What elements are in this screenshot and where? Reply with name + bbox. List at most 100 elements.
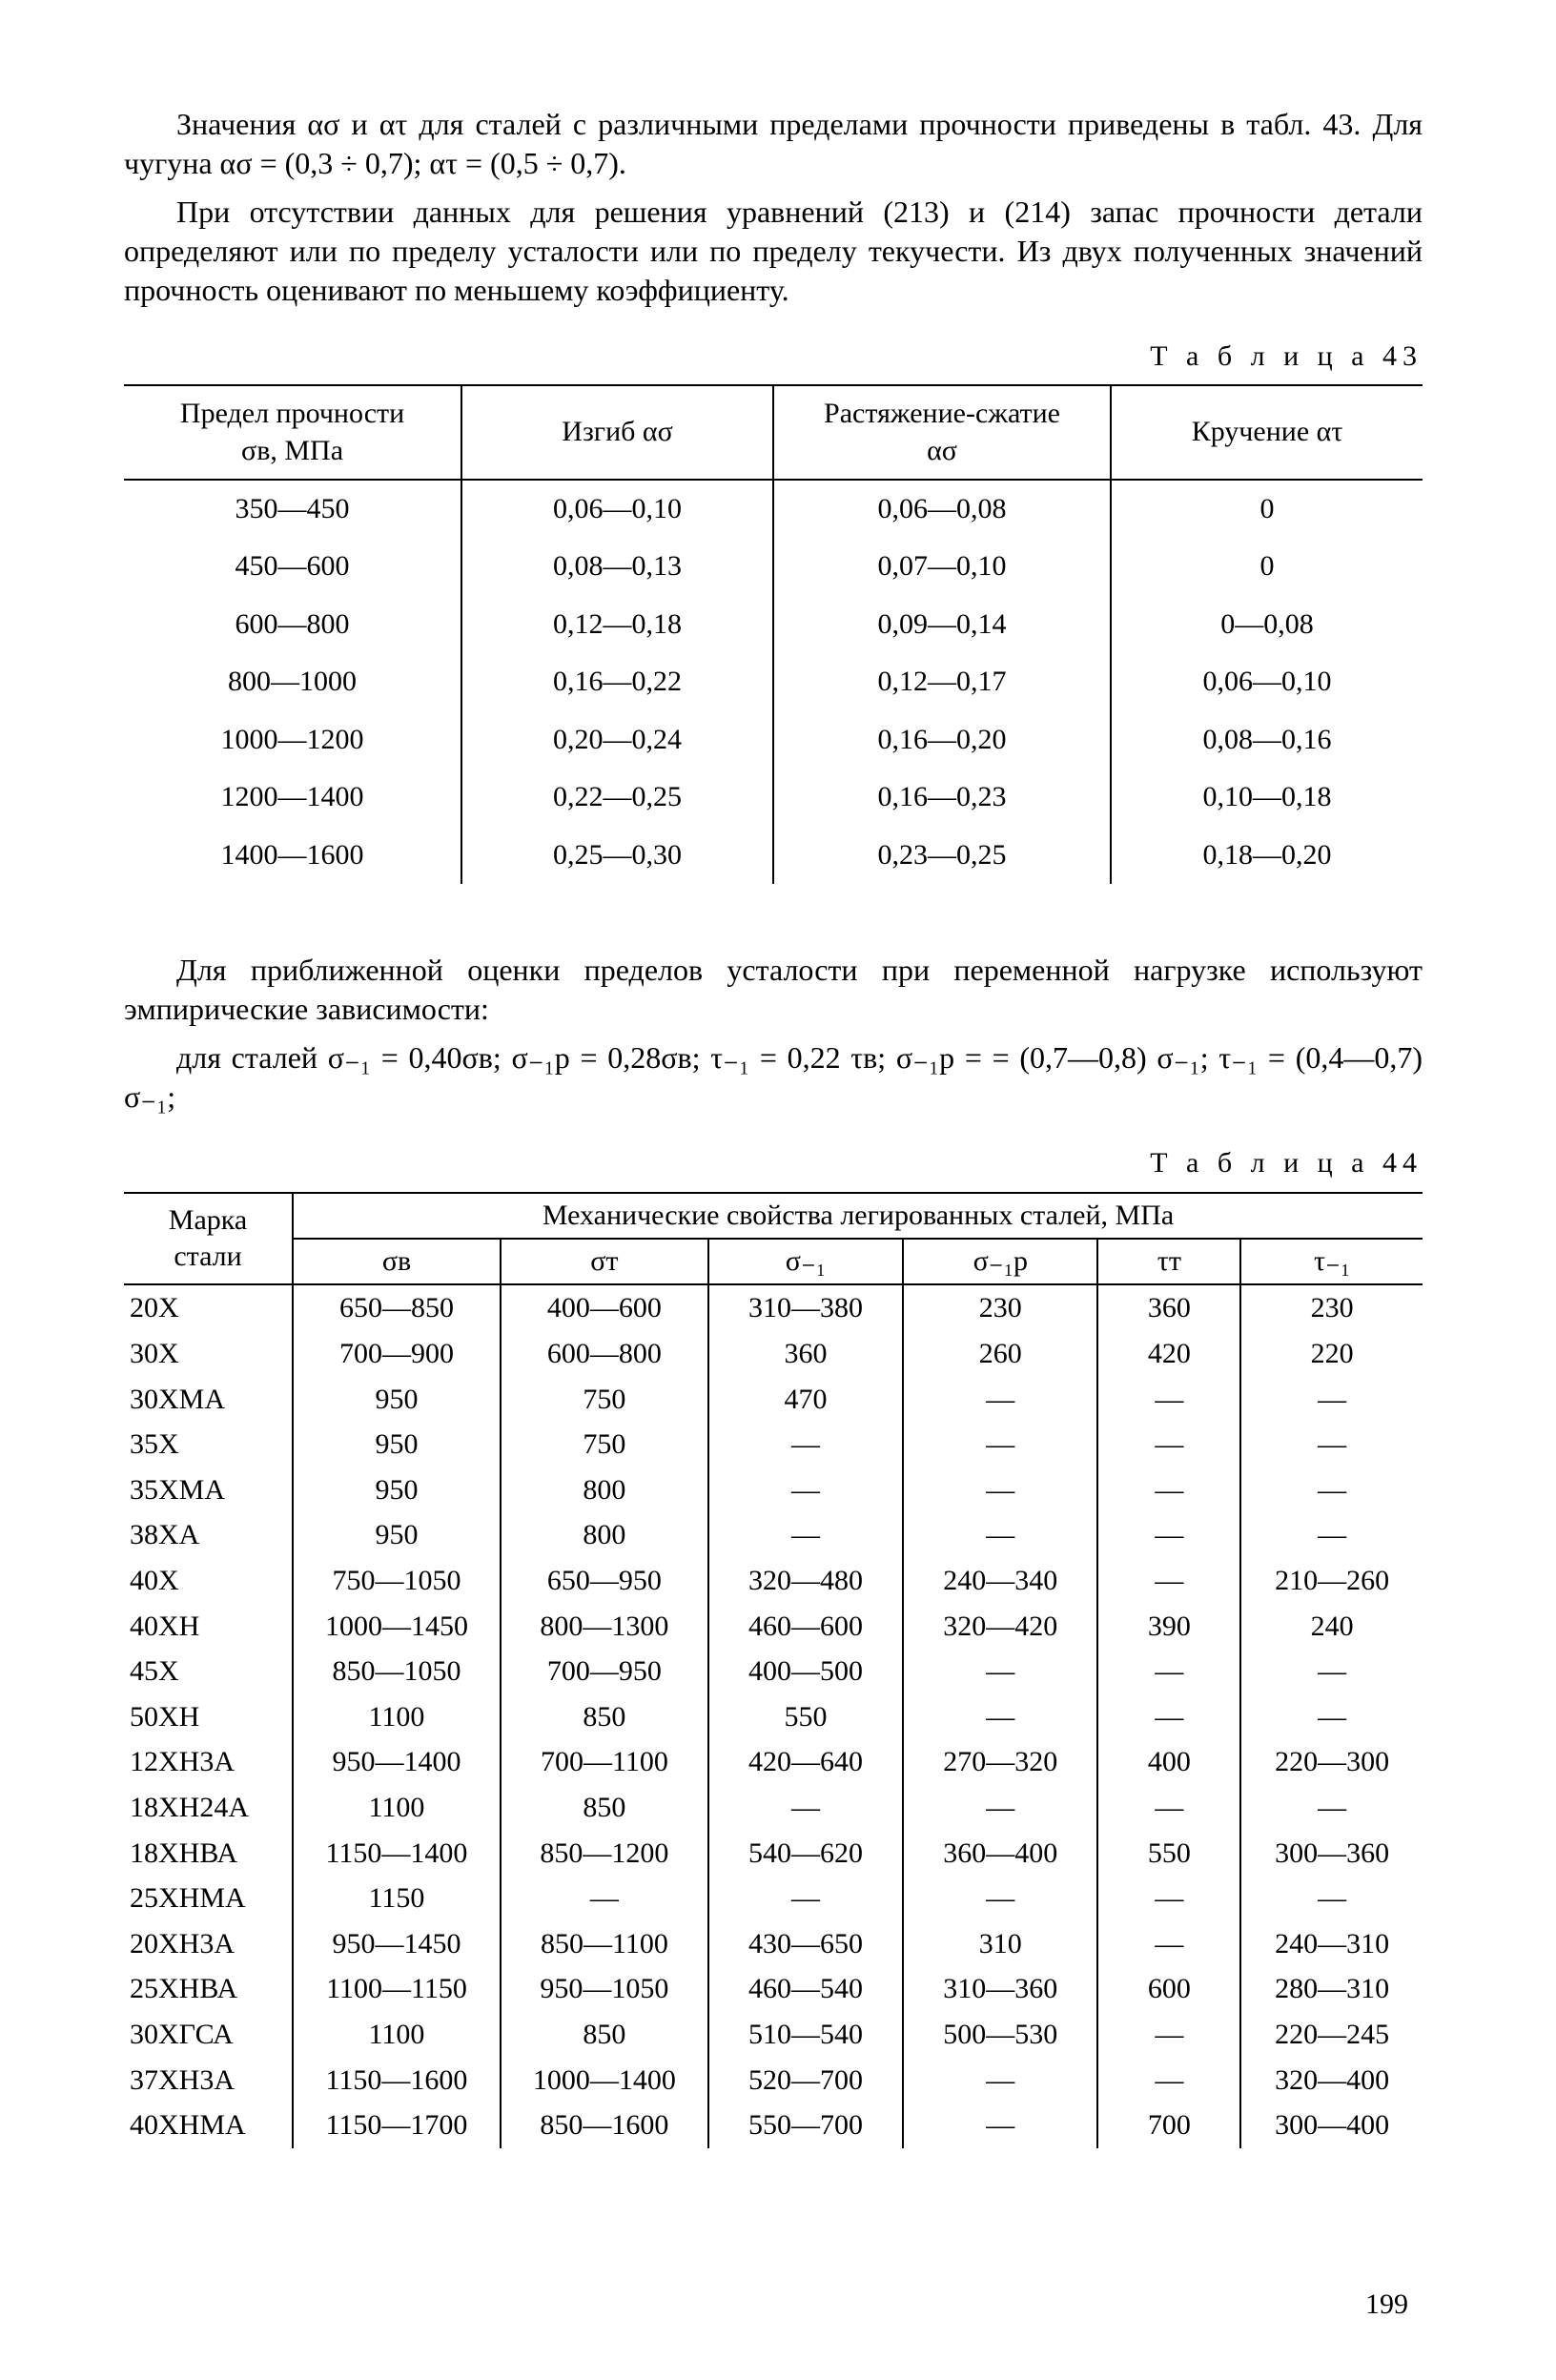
table-cell: 750—1050 <box>293 1558 501 1604</box>
table-cell: 25ХНМА <box>124 1876 293 1921</box>
table-row: 1400—16000,25—0,300,23—0,250,18—0,20 <box>124 827 1423 885</box>
table-cell: — <box>1240 1377 1423 1423</box>
table-row: 40Х750—1050650—950320—480240—340—210—260 <box>124 1558 1423 1604</box>
table-cell: 0,08—0,13 <box>461 538 773 596</box>
table-cell: 0,25—0,30 <box>461 827 773 885</box>
table-cell: 400 <box>1097 1739 1240 1785</box>
t43-h3-line2: ασ <box>927 435 957 466</box>
table-cell: 700—950 <box>501 1649 708 1694</box>
table-43-label: Т а б л и ц а 43 <box>124 339 1423 375</box>
table-cell: 360 <box>708 1331 903 1377</box>
table-cell: — <box>903 2103 1097 2148</box>
table-cell: — <box>1097 2058 1240 2103</box>
t43-h1-line1: Предел прочности <box>180 398 404 429</box>
table-cell: 600—800 <box>124 596 461 654</box>
table-cell: — <box>1240 1512 1423 1558</box>
paragraph-4: для сталей σ₋₁ = 0,40σв; σ₋₁p = 0,28σв; … <box>124 1038 1423 1117</box>
table-cell: — <box>1097 1558 1240 1604</box>
table-cell: 320—480 <box>708 1558 903 1604</box>
table-cell: 20Х <box>124 1284 293 1331</box>
table-row: 37ХН3А1150—16001000—1400520—700——320—400 <box>124 2058 1423 2103</box>
table-cell: 230 <box>903 1284 1097 1331</box>
table-cell: — <box>903 1649 1097 1694</box>
table-cell: — <box>501 1876 708 1921</box>
table-cell: — <box>903 1512 1097 1558</box>
table-cell: 1150 <box>293 1876 501 1921</box>
table-cell: 0,23—0,25 <box>773 827 1111 885</box>
table-row: 350—4500,06—0,100,06—0,080 <box>124 480 1423 539</box>
table-cell: 0,12—0,18 <box>461 596 773 654</box>
t43-h1-line2: σв, МПа <box>241 435 343 466</box>
table-cell: — <box>1240 1422 1423 1467</box>
t44-h-c5: τт <box>1097 1239 1240 1284</box>
table-cell: 45Х <box>124 1649 293 1694</box>
table-cell: 540—620 <box>708 1831 903 1877</box>
table-cell: 25ХНВА <box>124 1966 293 2012</box>
table-cell: — <box>1240 1694 1423 1740</box>
table-cell: 18ХН24А <box>124 1785 293 1831</box>
table-cell: 950 <box>293 1377 501 1423</box>
table-cell: 1200—1400 <box>124 769 461 827</box>
table-cell: 950 <box>293 1467 501 1513</box>
table-cell: 0,22—0,25 <box>461 769 773 827</box>
table-cell: 650—850 <box>293 1284 501 1331</box>
table-cell: — <box>903 1876 1097 1921</box>
paragraph-1: Значения ασ и ατ для сталей с различными… <box>124 105 1423 183</box>
table-row: 18ХНВА1150—1400850—1200540—620360—400550… <box>124 1831 1423 1877</box>
t43-h1: Предел прочности σв, МПа <box>124 385 461 480</box>
table-cell: 18ХНВА <box>124 1831 293 1877</box>
table-cell: — <box>903 1377 1097 1423</box>
table-cell: 270—320 <box>903 1739 1097 1785</box>
table-cell: — <box>1097 1377 1240 1423</box>
table-row: 45Х850—1050700—950400—500——— <box>124 1649 1423 1694</box>
table-cell: — <box>1097 1422 1240 1467</box>
table-cell: 950—1050 <box>501 1966 708 2012</box>
table-cell: 230 <box>1240 1284 1423 1331</box>
table-cell: — <box>708 1467 903 1513</box>
table-43-body: 350—4500,06—0,100,06—0,080450—6000,08—0,… <box>124 480 1423 885</box>
table-cell: 240—310 <box>1240 1921 1423 1967</box>
table-cell: 0,16—0,22 <box>461 653 773 711</box>
table-cell: — <box>708 1422 903 1467</box>
table-cell: 37ХН3А <box>124 2058 293 2103</box>
table-cell: 600—800 <box>501 1331 708 1377</box>
table-cell: 470 <box>708 1377 903 1423</box>
table-cell: 30ХМА <box>124 1377 293 1423</box>
table-row: 18ХН24А1100850———— <box>124 1785 1423 1831</box>
table-44-body: 20Х650—850400—600310—38023036023030Х700—… <box>124 1284 1423 2147</box>
table-cell: — <box>708 1876 903 1921</box>
table-cell: 850—1050 <box>293 1649 501 1694</box>
table-cell: 50ХН <box>124 1694 293 1740</box>
table-cell: 30ХГСА <box>124 2012 293 2058</box>
t44-h-c4: σ₋₁p <box>903 1239 1097 1284</box>
table-cell: 430—650 <box>708 1921 903 1967</box>
table-cell: 850 <box>501 1694 708 1740</box>
table-cell: 850—1600 <box>501 2103 708 2148</box>
table-cell: 1000—1450 <box>293 1604 501 1650</box>
table-row: 35ХМА950800———— <box>124 1467 1423 1513</box>
table-44-label: Т а б л и ц а 44 <box>124 1145 1423 1181</box>
table-cell: 240—340 <box>903 1558 1097 1604</box>
table-cell: 0,12—0,17 <box>773 653 1111 711</box>
table-cell: — <box>1097 1649 1240 1694</box>
table-cell: — <box>1240 1785 1423 1831</box>
table-row: 1000—12000,20—0,240,16—0,200,08—0,16 <box>124 711 1423 769</box>
table-cell: 950 <box>293 1422 501 1467</box>
table-cell: 320—400 <box>1240 2058 1423 2103</box>
table-cell: 310—360 <box>903 1966 1097 2012</box>
table-cell: 500—530 <box>903 2012 1097 2058</box>
table-cell: 35Х <box>124 1422 293 1467</box>
t44-h-span: Механические свойства легированных стале… <box>293 1193 1423 1239</box>
table-cell: 320—420 <box>903 1604 1097 1650</box>
table-cell: 0 <box>1111 480 1423 539</box>
table-cell: 220—300 <box>1240 1739 1423 1785</box>
table-cell: 0,16—0,23 <box>773 769 1111 827</box>
table-cell: 0,06—0,10 <box>1111 653 1423 711</box>
table-cell: 1000—1200 <box>124 711 461 769</box>
table-cell: 280—310 <box>1240 1966 1423 2012</box>
table-cell: 0,20—0,24 <box>461 711 773 769</box>
table-cell: 650—950 <box>501 1558 708 1604</box>
t43-h2: Изгиб ασ <box>461 385 773 480</box>
table-cell: 390 <box>1097 1604 1240 1650</box>
t43-h4: Кручение ατ <box>1111 385 1423 480</box>
